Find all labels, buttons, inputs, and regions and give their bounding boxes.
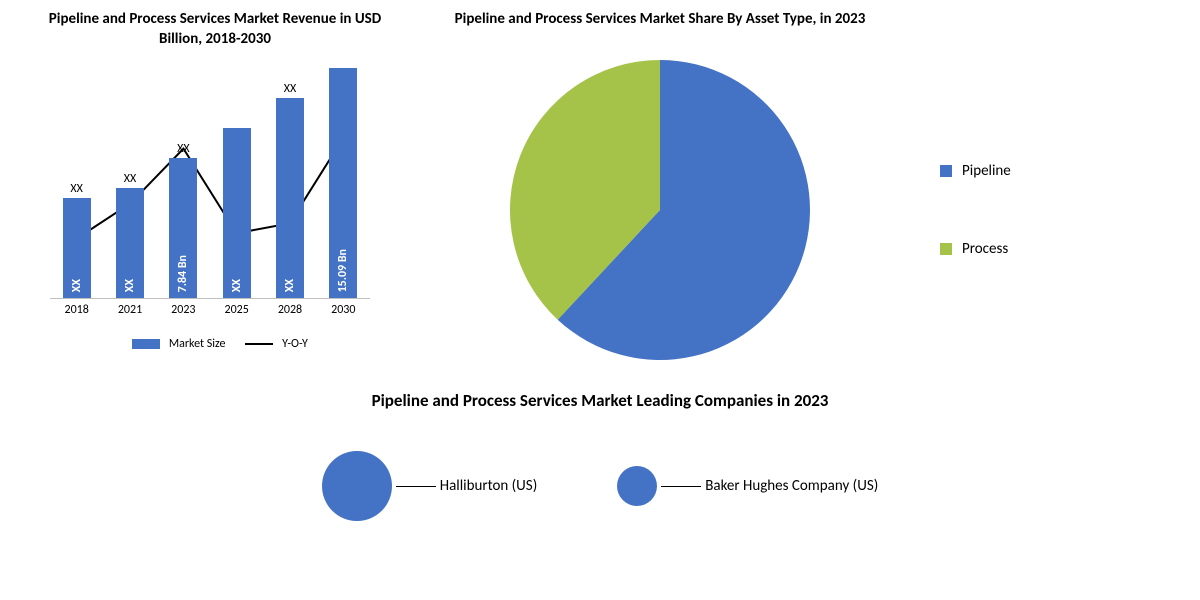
bar: XXXX — [276, 98, 304, 298]
company-connector-line — [661, 486, 701, 487]
bar-top-label: XX — [124, 172, 136, 186]
x-tick: 2018 — [50, 303, 103, 317]
x-tick: 2021 — [103, 303, 156, 317]
company-label: Baker Hughes Company (US) — [705, 477, 878, 495]
legend-label-bar: Market Size — [169, 337, 226, 351]
yoy-line — [50, 59, 370, 298]
company-item: Halliburton (US) — [322, 451, 538, 521]
legend-swatch-line — [245, 343, 273, 345]
pie-legend-swatch — [940, 165, 952, 177]
bar-inner-label: XX — [123, 279, 137, 292]
x-tick: 2025 — [210, 303, 263, 317]
bar-inner-label: XX — [70, 279, 84, 292]
bar-inner-label: XX — [283, 279, 297, 292]
bar-top-label: XX — [70, 182, 82, 196]
company-item: Baker Hughes Company (US) — [617, 466, 878, 506]
bar-top-label: XX — [177, 142, 189, 156]
company-connector-line — [396, 486, 436, 487]
pie-chart-title: Pipeline and Process Services Market Sha… — [455, 10, 866, 30]
bar: XXXX — [63, 198, 91, 298]
bar-top-label: XX — [284, 82, 296, 96]
pie-chart-panel: Pipeline and Process Services Market Sha… — [400, 0, 1200, 380]
pie-legend-label: Pipeline — [962, 162, 1011, 180]
companies-panel: Pipeline and Process Services Market Lea… — [0, 380, 1200, 531]
legend-item-yoy: Y-O-Y — [245, 337, 307, 351]
bar: XXXX — [116, 188, 144, 298]
company-bubble — [322, 451, 392, 521]
companies-row: Halliburton (US) Baker Hughes Company (US… — [40, 451, 1160, 521]
legend-item-market-size: Market Size — [132, 337, 225, 351]
bar: 7.84 BnXX — [169, 158, 197, 298]
pie-chart — [500, 50, 820, 370]
pie-legend-swatch — [940, 243, 952, 255]
legend-swatch-bar — [132, 339, 160, 349]
bar-chart-x-axis: 201820212023202520282030 — [50, 303, 370, 317]
x-tick: 2028 — [263, 303, 316, 317]
bar-inner-label: 7.84 Bn — [176, 255, 190, 292]
company-bubble — [617, 466, 657, 506]
bar: 15.09 Bn — [329, 68, 357, 298]
pie-legend-item: Pipeline — [940, 162, 1011, 180]
legend-label-line: Y-O-Y — [282, 337, 308, 351]
pie-legend-item: Process — [940, 240, 1011, 258]
bar-inner-label: XX — [230, 279, 244, 292]
company-label: Halliburton (US) — [440, 477, 538, 495]
bar-inner-label: 15.09 Bn — [336, 249, 350, 292]
x-tick: 2023 — [157, 303, 210, 317]
pie-chart-legend: Pipeline Process — [910, 10, 1011, 370]
bar-chart-title: Pipeline and Process Services Market Rev… — [40, 10, 390, 49]
bar-chart-panel: Pipeline and Process Services Market Rev… — [0, 0, 400, 380]
bar-chart-plot: XXXXXXXX7.84 BnXXXXXXXX15.09 Bn — [50, 59, 370, 299]
x-tick: 2030 — [317, 303, 370, 317]
bar-chart-legend: Market Size Y-O-Y — [50, 337, 390, 351]
bar: XX — [223, 128, 251, 298]
companies-title: Pipeline and Process Services Market Lea… — [40, 390, 1160, 411]
pie-legend-label: Process — [962, 240, 1008, 258]
